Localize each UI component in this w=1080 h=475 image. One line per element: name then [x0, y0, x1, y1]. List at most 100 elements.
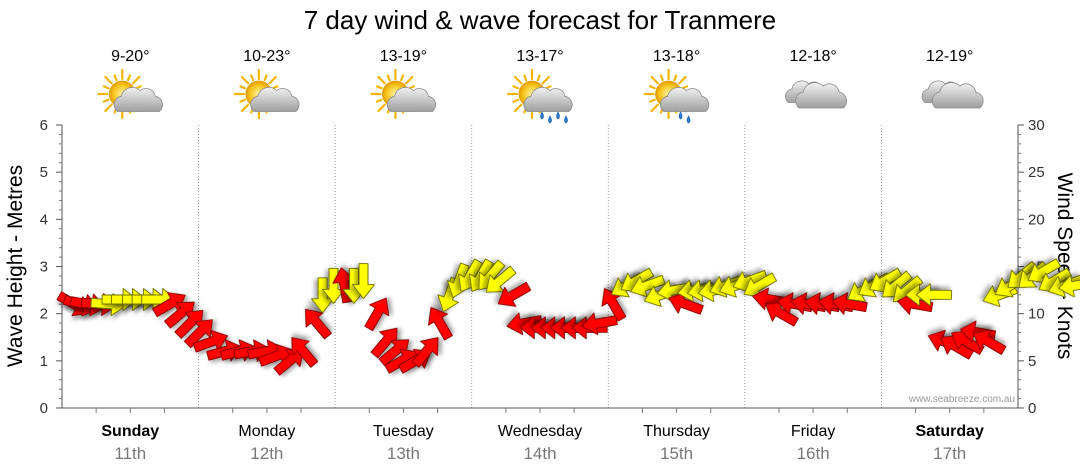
wind-arrow [411, 337, 439, 368]
day-temperature: 10-23° [243, 48, 290, 65]
sun-ray [113, 74, 118, 82]
wind-arrow-shape [743, 272, 778, 298]
wind-arrow-shape [164, 301, 195, 329]
wind-arrow [915, 283, 952, 307]
sun-cloud-icon [97, 68, 163, 120]
chart-grid [61, 125, 1019, 409]
sun-ray [126, 74, 132, 82]
wind-arrow [485, 265, 517, 293]
wind-arrow-shape [1058, 274, 1080, 298]
chart-title: 7 day wind & wave forecast for Tranmere [304, 5, 777, 35]
wind-arrow [630, 274, 666, 298]
day-name-label: Monday [238, 423, 295, 440]
wind-arrow-shape [273, 348, 305, 376]
day-name-label: Sunday [101, 423, 159, 440]
day-date-label: 12th [250, 444, 283, 463]
wind-arrow [831, 292, 868, 315]
left-tick-label: 6 [40, 117, 48, 134]
day-labels: Sunday 11th Monday 12th Tuesday 13th Wednesday… [95, 408, 985, 463]
wind-arrow [311, 277, 335, 314]
sun-ray [131, 75, 141, 85]
wind-arrow-shape [581, 312, 618, 336]
wind-arrow [291, 337, 319, 368]
wind-arrow [174, 309, 204, 339]
sun-ray [268, 75, 277, 85]
rain-drop [564, 115, 568, 124]
sun-ray [386, 74, 391, 82]
right-tick-label: 30 [1028, 117, 1045, 134]
wind-arrow [192, 329, 228, 353]
sun-ray [104, 75, 113, 85]
day-name-label: Wednesday [498, 423, 582, 440]
sun-cloud-icon [233, 68, 300, 120]
left-tick-label: 0 [40, 400, 48, 417]
cloud-shape [386, 87, 436, 112]
left-tick-label: 1 [40, 353, 48, 370]
wind-arrow-shape [352, 263, 375, 300]
wind-arrow-shape [630, 274, 666, 298]
sun-ray [375, 85, 383, 90]
sun-ray [650, 75, 660, 85]
day-temperature: 13-17° [516, 48, 563, 65]
sun-ray [513, 103, 523, 113]
wind-arrow [497, 281, 532, 307]
wind-arrow [164, 301, 195, 329]
wind-arrow [305, 308, 332, 340]
wind-arrow-shape [1027, 258, 1062, 284]
rain-drop [556, 111, 560, 120]
sun-ray [377, 103, 386, 113]
day-temperature: 13-18° [653, 48, 700, 65]
wind-arrow-shape [485, 265, 517, 293]
wind-arrow-shape [915, 283, 952, 307]
plot-area [62, 125, 1018, 408]
wind-arrow-shape [305, 308, 332, 340]
wind-arrow-shape [291, 337, 319, 368]
sun-cloud-showers-icon [643, 68, 710, 124]
right-tick-label: 25 [1028, 164, 1045, 181]
right-tick-label: 20 [1028, 211, 1045, 228]
wind-arrow-shape [192, 329, 228, 353]
sun-ray [239, 85, 247, 90]
wind-arrow-shape [174, 309, 204, 339]
day-name-label: Thursday [643, 423, 710, 440]
cloud-shape [795, 82, 847, 109]
sun-ray [377, 75, 386, 85]
wind-arrow-shape [311, 277, 335, 314]
sun-ray [678, 75, 687, 85]
wind-arrow-shape [668, 292, 704, 315]
right-tick-label: 10 [1028, 306, 1045, 323]
right-axis-title: Wind Speed - Knots [1053, 173, 1076, 360]
wind-arrow [322, 267, 345, 304]
sun-ray [263, 74, 268, 82]
sun-ray [512, 85, 520, 90]
wind-arrow-shape [428, 307, 453, 341]
cloud-shape [931, 82, 984, 109]
day-name-label: Tuesday [373, 423, 434, 440]
sun-cloud-icon [370, 68, 436, 120]
day-name-label: Friday [791, 423, 835, 440]
rain-drop [548, 115, 552, 124]
cloud-shape [523, 87, 573, 112]
cloud-shape [660, 87, 710, 112]
day-date-label: 11th [114, 444, 146, 463]
day-date-label: 17th [933, 444, 966, 463]
wind-arrow-shape [411, 337, 439, 368]
wind-arrow-shape [322, 267, 345, 304]
sun-ray [240, 103, 250, 113]
wind-arrow [352, 263, 375, 300]
cloud-shape [113, 87, 163, 112]
cloud-shape [250, 87, 300, 112]
day-temperature: 12-18° [789, 48, 836, 65]
left-axis-ticks: 0 1 2 3 4 5 6 [40, 117, 62, 417]
sun-ray [648, 85, 656, 90]
day-date-label: 16th [797, 444, 830, 463]
sun-ray [104, 103, 113, 113]
wind-arrow [743, 272, 778, 298]
wind-arrow [972, 330, 1007, 355]
sun-ray [250, 74, 255, 82]
day-date-label: 15th [660, 444, 693, 463]
sun-ray [240, 75, 250, 85]
sun-ray [239, 98, 247, 103]
cloud-icon [785, 80, 847, 109]
